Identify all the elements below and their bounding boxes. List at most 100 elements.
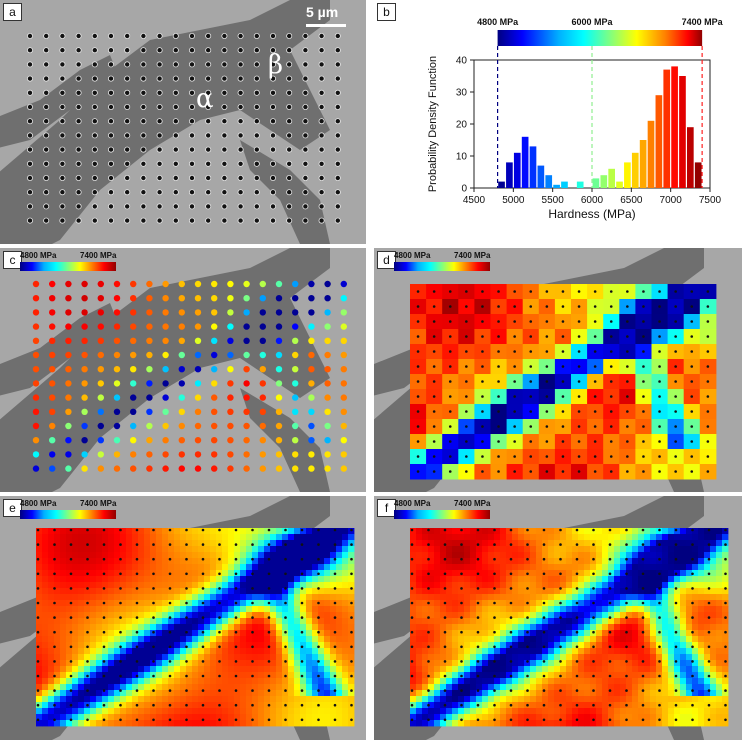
hardness-pixel (342, 546, 349, 553)
hardness-dot (211, 280, 218, 288)
hardness-pixel (500, 666, 507, 673)
indent-dot (36, 718, 40, 722)
indent-dot (269, 75, 276, 82)
indent-dot (481, 470, 484, 473)
hardness-pixel (102, 636, 109, 643)
hardness-pixel (294, 654, 301, 661)
hardness-pixel (228, 684, 235, 691)
hardness-dot (162, 437, 169, 444)
hardness-pixel (584, 564, 591, 571)
hardness-pixel (78, 696, 85, 703)
indent-dot (410, 557, 414, 561)
hardness-pixel (114, 714, 121, 721)
hardness-pixel (156, 552, 163, 559)
hardness-pixel (410, 612, 417, 619)
indent-dot (334, 89, 341, 96)
hardness-pixel (324, 606, 331, 613)
hardness-pixel (644, 618, 651, 625)
hardness-pixel (330, 654, 337, 661)
hardness-pixel (174, 582, 181, 589)
hardness-pixel (288, 642, 295, 649)
hardness-pixel (416, 708, 423, 715)
hardness-pixel (428, 624, 435, 631)
hardness-pixel (416, 582, 423, 589)
hardness-pixel (458, 552, 465, 559)
hardness-pixel (662, 666, 669, 673)
hardness-pixel (210, 678, 217, 685)
indent-dot (448, 305, 452, 308)
hardness-pixel (234, 618, 241, 625)
indent-dot (286, 132, 293, 139)
hardness-pixel (282, 606, 289, 613)
hardness-dot (146, 465, 153, 472)
hardness-pixel (650, 672, 657, 679)
indent-dot (124, 118, 131, 125)
hardness-pixel (156, 696, 163, 703)
hardness-pixel (434, 642, 441, 649)
hardness-pixel (620, 624, 627, 631)
hardness-dot (113, 366, 121, 373)
hardness-pixel (348, 564, 355, 571)
y-tick-label: 20 (456, 120, 468, 131)
hardness-pixel (554, 558, 561, 565)
hardness-pixel (294, 600, 301, 607)
hardness-pixel (548, 636, 555, 643)
hardness-pixel (650, 690, 657, 697)
hardness-pixel (96, 558, 103, 565)
indent-dot (317, 543, 320, 546)
hardness-pixel (506, 636, 513, 643)
hardness-pixel (282, 642, 289, 649)
hardness-pixel (192, 588, 199, 595)
hardness-pixel (596, 702, 603, 709)
hardness-pixel (452, 690, 459, 697)
indent-dot (465, 395, 468, 398)
hardness-pixel (620, 582, 627, 589)
indent-dot (427, 572, 430, 576)
indent-dot (706, 290, 710, 293)
hardness-pixel (674, 666, 681, 673)
hardness-pixel (572, 546, 579, 553)
hardness-pixel (548, 588, 555, 595)
hardness-pixel (300, 570, 307, 577)
hardness-pixel (680, 648, 687, 655)
hardness-pixel (698, 540, 705, 547)
indent-dot (69, 674, 73, 678)
hardness-pixel (312, 690, 319, 697)
indent-dot (706, 455, 710, 458)
hardness-pixel (530, 714, 537, 721)
hardness-pixel (518, 570, 525, 577)
hardness-pixel (48, 678, 55, 685)
indent-dot (427, 674, 430, 678)
hardness-pixel (566, 600, 573, 607)
indent-dot (284, 557, 287, 561)
hardness-pixel (60, 648, 67, 655)
hardness-pixel (578, 702, 585, 709)
hardness-dot (97, 295, 105, 302)
indent-dot (152, 557, 155, 561)
hardness-pixel (120, 528, 127, 535)
hardness-pixel (620, 588, 627, 595)
indent-dot (284, 660, 287, 663)
hardness-pixel (686, 636, 693, 643)
hardness-pixel (722, 558, 729, 565)
hardness-pixel (650, 594, 657, 601)
hardness-pixel (464, 648, 471, 655)
hardness-pixel (336, 654, 343, 661)
hardness-pixel (674, 564, 681, 571)
indent-dot (43, 132, 50, 139)
hardness-pixel (300, 720, 307, 727)
hardness-pixel (138, 588, 145, 595)
indent-dot (172, 104, 179, 111)
hardness-pixel (144, 600, 151, 607)
hardness-pixel (428, 666, 435, 673)
hardness-pixel (530, 672, 537, 679)
hardness-pixel (572, 582, 579, 589)
hardness-dot (81, 366, 88, 373)
hardness-pixel (578, 666, 585, 673)
hardness-pixel (60, 534, 67, 541)
hardness-pixel (560, 576, 567, 583)
hardness-pixel (300, 678, 307, 685)
hardness-dot (194, 437, 202, 444)
hardness-pixel (288, 648, 295, 655)
hardness-pixel (650, 552, 657, 559)
